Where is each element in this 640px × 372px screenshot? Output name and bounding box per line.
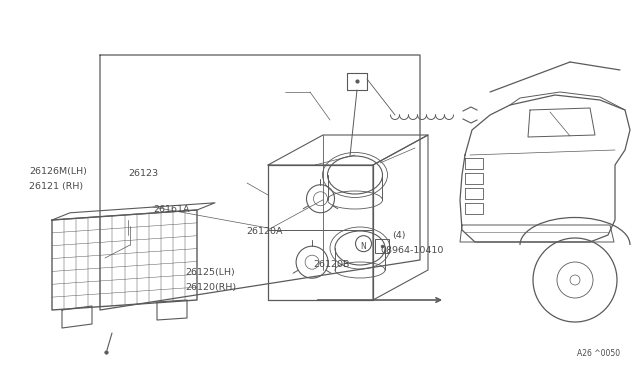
Text: (4): (4) <box>392 231 406 240</box>
Text: 26161A: 26161A <box>154 205 190 214</box>
Text: 26125(LH): 26125(LH) <box>186 268 236 277</box>
Text: 26126M(LH): 26126M(LH) <box>29 167 86 176</box>
Text: 26121 (RH): 26121 (RH) <box>29 182 83 191</box>
Text: 26123: 26123 <box>128 169 158 178</box>
Text: 26120A: 26120A <box>246 227 283 236</box>
Text: 08964-10410: 08964-10410 <box>381 246 444 254</box>
Bar <box>375 239 389 253</box>
Text: A26 ^0050: A26 ^0050 <box>577 349 620 358</box>
Text: 26120(RH): 26120(RH) <box>186 283 237 292</box>
Text: N: N <box>361 242 366 251</box>
Text: 26120B: 26120B <box>314 260 350 269</box>
